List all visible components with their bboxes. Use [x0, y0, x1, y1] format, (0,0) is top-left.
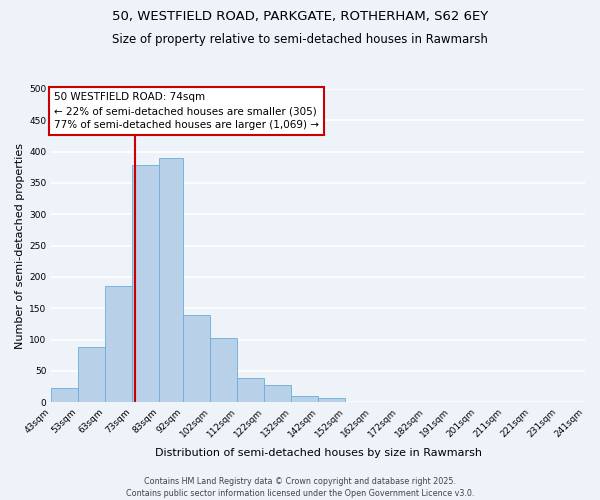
Y-axis label: Number of semi-detached properties: Number of semi-detached properties [15, 142, 25, 348]
Bar [291, 396, 318, 402]
Text: Contains HM Land Registry data © Crown copyright and database right 2025.
Contai: Contains HM Land Registry data © Crown c… [126, 476, 474, 498]
Bar [264, 384, 291, 402]
Text: 50, WESTFIELD ROAD, PARKGATE, ROTHERHAM, S62 6EY: 50, WESTFIELD ROAD, PARKGATE, ROTHERHAM,… [112, 10, 488, 23]
Bar [318, 398, 345, 402]
X-axis label: Distribution of semi-detached houses by size in Rawmarsh: Distribution of semi-detached houses by … [155, 448, 482, 458]
Bar [211, 338, 237, 402]
Text: 50 WESTFIELD ROAD: 74sqm
← 22% of semi-detached houses are smaller (305)
77% of : 50 WESTFIELD ROAD: 74sqm ← 22% of semi-d… [54, 92, 319, 130]
Bar [132, 166, 159, 402]
Bar [159, 158, 184, 402]
Bar [237, 378, 264, 402]
Bar [184, 314, 211, 402]
Bar [51, 388, 78, 402]
Bar [78, 347, 105, 402]
Text: Size of property relative to semi-detached houses in Rawmarsh: Size of property relative to semi-detach… [112, 32, 488, 46]
Bar [105, 286, 132, 402]
